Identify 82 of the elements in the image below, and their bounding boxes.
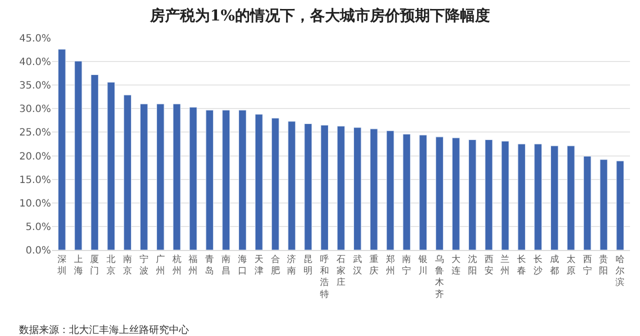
bar [140, 104, 148, 250]
x-tick-label: 太原 [566, 254, 576, 276]
x-tick-label: 长春 [517, 254, 526, 276]
bar [107, 82, 116, 250]
x-tick-label: 海口 [238, 254, 247, 276]
x-tick-label: 合肥 [270, 254, 280, 276]
x-tick-label: 哈尔滨 [616, 254, 625, 288]
x-tick-label: 青岛 [205, 254, 214, 276]
y-tick-label: 0.0% [26, 246, 51, 256]
x-tick-label: 银川 [418, 254, 428, 276]
x-tick-label: 南京 [123, 254, 132, 276]
bar [436, 136, 444, 250]
bar [271, 118, 280, 250]
bar [386, 130, 394, 250]
x-tick-label: 广州 [156, 254, 165, 276]
y-tick-label: 40.0% [19, 57, 51, 68]
bar [222, 110, 230, 250]
bar [600, 159, 608, 250]
x-tick-label: 济南 [287, 254, 296, 276]
bar [534, 144, 542, 250]
x-tick-label: 上海 [74, 254, 83, 276]
x-tick-label: 成都 [550, 254, 559, 276]
y-tick-label: 15.0% [19, 174, 51, 186]
y-tick-label: 30.0% [19, 104, 51, 116]
x-tick-label: 南昌 [222, 254, 231, 276]
y-tick-label: 35.0% [19, 80, 51, 92]
y-tick-label: 45.0% [19, 34, 51, 44]
x-tick-label: 昆明 [304, 254, 313, 276]
bar [320, 124, 329, 250]
x-tick-label: 郑州 [386, 254, 395, 276]
x-tick-label: 石家庄 [336, 254, 346, 288]
x-tick-label: 乌鲁木齐 [435, 254, 444, 300]
x-tick-label: 西安 [484, 254, 494, 276]
bar [90, 74, 99, 250]
bar [156, 104, 164, 250]
bar [419, 134, 428, 250]
x-tick-label: 厦门 [90, 254, 100, 276]
bar [58, 49, 66, 250]
bar [501, 140, 510, 250]
bar [206, 110, 214, 250]
x-tick-label: 宁波 [139, 254, 148, 276]
bar [468, 140, 476, 250]
x-tick-label: 重庆 [369, 254, 378, 276]
bar [402, 134, 411, 250]
chart-title: 房产税为1%的情况下，各大城市房价预期下降幅度 [149, 6, 490, 25]
x-tick-label: 兰州 [500, 254, 510, 276]
x-tick-label: 杭州 [171, 254, 182, 276]
bar [254, 114, 263, 250]
x-tick-label: 呼和浩特 [320, 254, 330, 300]
bar [74, 60, 82, 250]
bar [189, 107, 198, 250]
bar [370, 128, 378, 250]
bar [288, 121, 296, 250]
x-tick-label: 南宁 [402, 254, 412, 276]
y-tick-label: 10.0% [19, 198, 51, 210]
x-tick-label: 长沙 [534, 254, 543, 276]
bar [550, 146, 558, 250]
bar [583, 156, 592, 250]
bar [124, 94, 132, 250]
x-tick-label: 贵阳 [599, 254, 608, 276]
bar [353, 127, 362, 250]
x-tick-label: 武汉 [352, 254, 362, 276]
bar [566, 146, 575, 250]
source-note: 数据来源：北大汇丰海上丝路研究中心 [19, 324, 189, 336]
x-tick-label: 沈阳 [468, 254, 477, 276]
bar [518, 144, 526, 250]
y-tick-label: 25.0% [19, 128, 51, 139]
x-tick-label: 深圳 [56, 254, 66, 276]
y-tick-label: 5.0% [26, 222, 51, 233]
x-tick-label: 西宁 [582, 254, 592, 276]
bar [484, 140, 493, 250]
y-tick-label: 20.0% [19, 151, 51, 162]
bar [337, 126, 345, 250]
bar [616, 160, 624, 250]
bar [172, 104, 181, 250]
x-tick-label: 北京 [106, 254, 116, 276]
bar [452, 138, 460, 250]
bar [304, 123, 312, 250]
x-tick-label: 福州 [188, 254, 198, 276]
bar [238, 110, 246, 250]
x-tick-label: 大连 [451, 254, 460, 276]
x-tick-label: 天津 [254, 254, 264, 276]
